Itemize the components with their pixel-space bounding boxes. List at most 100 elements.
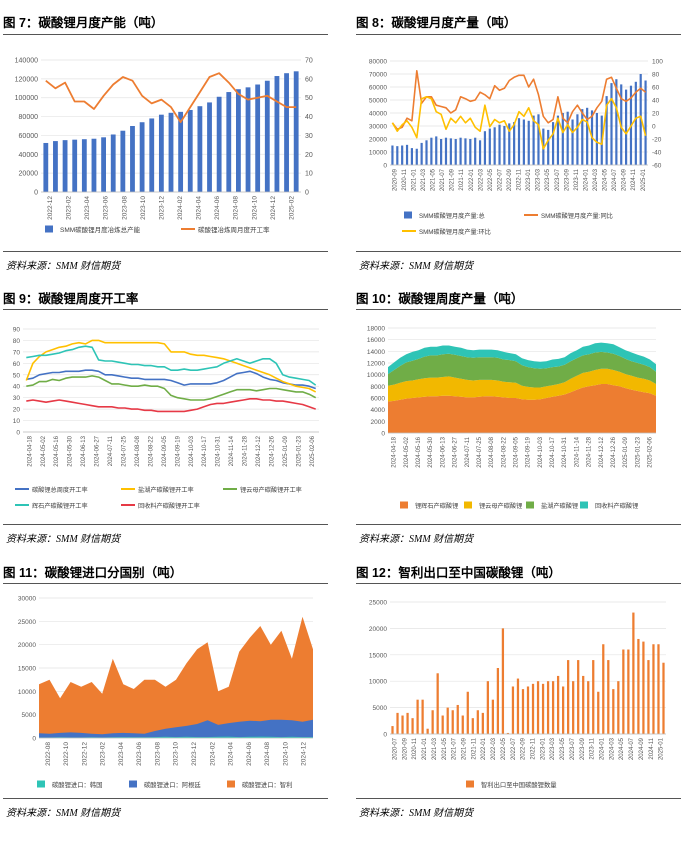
output-bar [483, 131, 487, 165]
output-bar [522, 119, 525, 165]
legend-swatch [464, 501, 472, 509]
export-bar [652, 644, 655, 734]
output-bar [610, 83, 613, 165]
export-bar [662, 662, 665, 734]
x-tick-label: 2021-05 [442, 737, 448, 760]
export-bar [451, 710, 454, 734]
output-bar [517, 118, 521, 165]
capacity-bar [197, 106, 203, 192]
panel-2-bottom-rule [356, 251, 681, 252]
legend-swatch [37, 780, 45, 788]
x-tick-label: 2024-08 [264, 742, 271, 766]
export-bar [411, 718, 414, 734]
utilization-line-1 [25, 339, 317, 393]
x-tick-label: 2023-01 [526, 168, 532, 191]
output-bar [464, 138, 467, 165]
export-bar [551, 681, 555, 734]
export-bar [607, 660, 610, 734]
output-bar [469, 139, 472, 165]
x-tick-label: 2022-10 [63, 742, 70, 766]
output-bar [405, 144, 409, 165]
legend-label: SMM碳酸锂月度产量:同比 [541, 212, 613, 220]
legend-swatch [526, 501, 534, 509]
x-tick-label: 2024-06-13 [81, 435, 87, 466]
x-tick-label: 2023-02 [66, 196, 73, 220]
output-bar [425, 140, 428, 165]
x-tick-label: 2024-09-19 [175, 435, 181, 466]
y-tick-label: 0 [383, 732, 387, 739]
capacity-bar [91, 138, 97, 192]
y-tick-label: 0 [383, 163, 387, 170]
panel-5-bottom-rule [3, 798, 328, 799]
output-bar [576, 114, 579, 165]
y2-tick-label: 50 [305, 95, 313, 102]
y2-tick-label: 60 [652, 85, 660, 92]
x-tick-label: 2024-07-25 [121, 435, 127, 466]
x-tick-label: 2023-01 [540, 737, 546, 760]
y-tick-label: 10 [13, 418, 21, 425]
output-bar [615, 79, 618, 165]
export-bar [622, 649, 625, 734]
yoy-line [391, 69, 647, 131]
export-bar [426, 728, 429, 734]
panel-1-bottom-rule [3, 251, 328, 252]
legend-label: 锂辉石产碳酸锂 [415, 502, 458, 510]
legend-label: 盐湖产碳酸锂开工率 [138, 486, 194, 494]
export-bar [546, 681, 550, 734]
legend-swatch [129, 780, 137, 788]
legend-label: 碳酸锂进口：智利 [242, 780, 292, 789]
capacity-bar [226, 92, 232, 192]
output-bar [537, 114, 540, 165]
x-tick-label: 2024-10-17 [550, 436, 556, 467]
panel-2-source: 资料来源：SMM 财信期货 [359, 261, 474, 272]
export-bar [406, 712, 409, 734]
export-bar [486, 681, 489, 734]
export-bar [587, 681, 590, 734]
x-tick-label: 2024-09-05 [513, 436, 519, 467]
y-tick-label: 20000 [369, 137, 387, 144]
export-bar [431, 710, 434, 734]
x-tick-label: 2024-05-30 [428, 436, 434, 467]
x-tick-label: 2020-09 [402, 737, 408, 760]
y-tick-label: 120000 [15, 76, 38, 83]
x-tick-label: 2025-02-06 [647, 436, 653, 467]
y-tick-label: 4000 [371, 407, 386, 414]
y-tick-label: 0 [34, 190, 38, 197]
output-bar [454, 139, 457, 165]
export-bar [481, 712, 484, 734]
y2-tick-label: -60 [652, 163, 662, 170]
panel-5-source: 资料来源：SMM 财信期货 [6, 808, 121, 819]
x-tick-label: 2022-12 [47, 196, 54, 220]
x-tick-label: 2025-01-09 [283, 435, 289, 466]
y-tick-label: 10000 [367, 372, 385, 379]
x-tick-label: 2023-08 [121, 196, 128, 220]
capacity-bar [216, 96, 222, 192]
capacity-bar [120, 130, 126, 192]
legend-swatch [404, 211, 412, 219]
legend-swatch [400, 501, 408, 509]
x-tick-label: 2024-11-28 [243, 435, 249, 466]
stacked-area-2 [388, 351, 656, 388]
x-tick-label: 2024-11-28 [587, 436, 593, 467]
chart-6-chile-exports: 0 5000 10000 15000 20000 25000 2020-07 2020-09 2… [369, 600, 666, 789]
output-bar [444, 137, 448, 165]
capacity-bar [274, 76, 280, 192]
x-tick-label: 2024-06-27 [95, 435, 101, 466]
legend-label: 碳酸锂总周度开工率 [32, 486, 88, 494]
capacity-bar [149, 118, 155, 192]
stacked-area-0 [388, 384, 656, 433]
x-tick-label: 2022-01 [481, 737, 487, 760]
x-tick-label: 2023-10 [173, 742, 180, 766]
panel-5-top-rule [3, 583, 328, 584]
x-tick-label: 2024-07-25 [477, 436, 483, 467]
x-tick-label: 2022-05 [501, 737, 507, 760]
legend-label: 盐湖产碳酸锂 [541, 502, 578, 510]
panel-6-bottom-rule [356, 798, 681, 799]
legend-swatch [45, 225, 53, 233]
x-tick-label: 2020-09 [392, 168, 398, 191]
export-bar [561, 686, 565, 734]
x-tick-label: 2024-05-16 [416, 436, 422, 467]
x-tick-label: 2024-08-22 [501, 436, 507, 467]
x-tick-label: 2024-09 [639, 737, 645, 760]
y-tick-label: 40000 [369, 111, 387, 118]
